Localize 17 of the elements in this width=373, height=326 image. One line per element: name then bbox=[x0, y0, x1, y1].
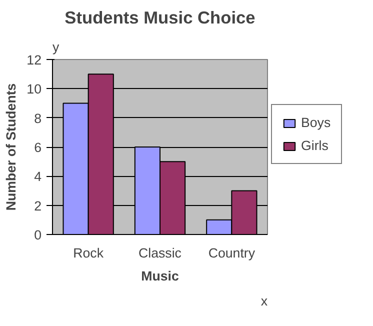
x-tick-label: Classic bbox=[138, 246, 182, 260]
y-tick-label: 10 bbox=[26, 82, 42, 97]
x-tick-label: Rock bbox=[73, 246, 104, 260]
legend-label: Girls bbox=[301, 138, 328, 153]
x-tick-label: Country bbox=[208, 246, 256, 260]
y-tick-label: 12 bbox=[26, 52, 42, 68]
y-tick-label: 8 bbox=[34, 110, 42, 126]
y-tick-label: 6 bbox=[34, 140, 42, 155]
legend-label: Boys bbox=[301, 115, 331, 130]
y-tick-label: 2 bbox=[34, 198, 42, 214]
text: x bbox=[260, 294, 268, 308]
chart-title: Students Music Choice bbox=[64, 8, 256, 28]
y-tick-label: 0 bbox=[34, 228, 42, 242]
text: y bbox=[52, 40, 60, 54]
y-tick-label: 4 bbox=[34, 169, 42, 184]
y-axis-title: Number of Students bbox=[4, 83, 19, 211]
x-axis-title: Music bbox=[141, 268, 180, 284]
